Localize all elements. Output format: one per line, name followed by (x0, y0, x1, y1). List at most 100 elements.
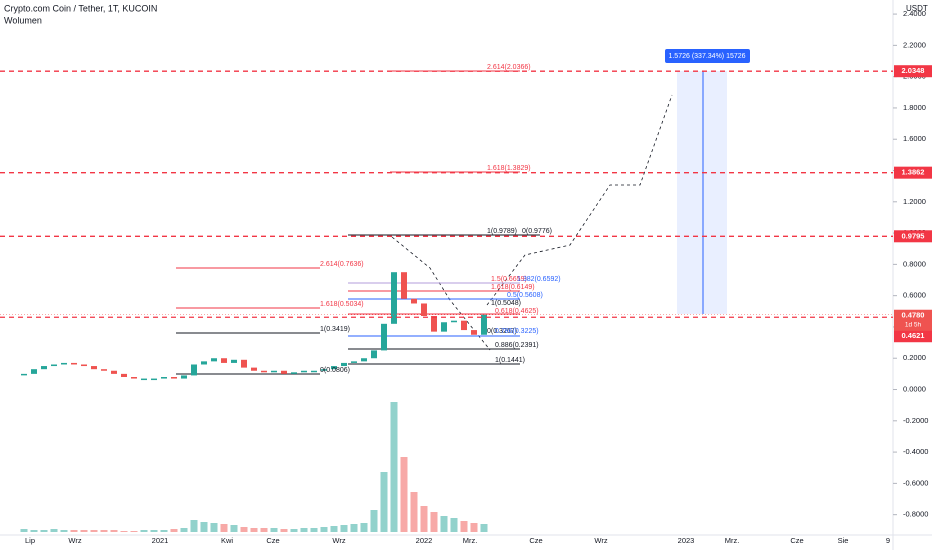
candle (161, 377, 167, 379)
last-price-label: 0.4780 (902, 311, 925, 320)
candle (151, 378, 157, 381)
candle (281, 370, 287, 374)
volume-bar (110, 530, 118, 532)
candle (401, 272, 407, 299)
y-tick-label: 1.2000 (903, 197, 926, 206)
volume-bar (230, 525, 238, 532)
volume-bar (170, 529, 178, 532)
candle (321, 369, 327, 371)
candle (201, 361, 207, 365)
volume-bar (480, 524, 488, 532)
candle (231, 359, 237, 363)
x-tick-label: Kwi (221, 536, 233, 545)
candle (411, 298, 417, 304)
fib-label: 1.618(1.3829) (487, 165, 531, 172)
volume-bar (210, 523, 218, 532)
fib-label: 1(0.9789) (487, 228, 517, 235)
candle (191, 364, 197, 376)
volume-bar (310, 528, 318, 532)
volume-bar (90, 530, 98, 532)
price-label-box (894, 65, 932, 78)
x-tick-label: Cze (790, 536, 803, 545)
price-label-box (894, 166, 932, 179)
volume-bar (130, 531, 138, 532)
y-tick-label: -0.2000 (903, 416, 928, 425)
candle (111, 370, 117, 374)
candle (131, 377, 137, 379)
candle (271, 370, 277, 373)
volume-bar (380, 472, 388, 532)
x-tick-label: 2021 (152, 536, 169, 545)
candle (301, 370, 307, 373)
candle (461, 320, 467, 331)
volume-bar (410, 492, 418, 532)
volume-bar (400, 457, 408, 532)
candle (331, 366, 337, 370)
candle (311, 370, 317, 373)
volume-bar (260, 528, 268, 532)
volume-bar (370, 510, 378, 532)
price-label-box (894, 230, 932, 243)
fib-label: 1(0.1441) (495, 357, 525, 364)
volume-bar (150, 530, 158, 532)
volume-bar (360, 523, 368, 532)
y-tick-label: 1.8000 (903, 103, 926, 112)
x-tick-label: Mrz. (725, 536, 740, 545)
volume-bar (250, 528, 258, 532)
candle (241, 359, 247, 368)
candle (361, 358, 367, 362)
candle (181, 375, 187, 379)
candle (341, 362, 347, 367)
volume-bar (390, 402, 398, 532)
y-tick-label: 0.2000 (903, 353, 926, 362)
candle (51, 364, 57, 367)
candle (61, 362, 67, 365)
candle (21, 373, 27, 376)
candle (171, 377, 177, 379)
projection-path (391, 94, 673, 351)
candle (71, 362, 77, 365)
fib-label: 0(0.9776) (522, 228, 552, 235)
candle (391, 272, 397, 324)
volume-bar (120, 531, 128, 532)
volume-bar (100, 530, 108, 532)
y-tick-label: 2.4000 (903, 9, 926, 18)
x-tick-label: Lip (25, 536, 35, 545)
chart-title: Crypto.com Coin / Tether, 1T, KUCOIN (4, 3, 157, 13)
y-tick-label: 0.6000 (903, 291, 926, 300)
x-tick-label: Cze (529, 536, 542, 545)
volume-label: Wolumen (4, 15, 42, 25)
x-tick-label: 2022 (416, 536, 433, 545)
candle (261, 370, 267, 373)
volume-bar (180, 528, 188, 532)
candle (351, 361, 357, 363)
volume-bar (280, 529, 288, 532)
price-label-box (894, 330, 932, 343)
x-tick-label: Cze (266, 536, 279, 545)
y-tick-label: 0.8000 (903, 259, 926, 268)
fib-label: 1.618(0.5034) (320, 301, 364, 308)
y-tick-label: -0.6000 (903, 478, 928, 487)
candle (421, 303, 427, 316)
fib-label: 1.382(0.6592) (517, 276, 561, 283)
x-tick-label: Sie (838, 536, 849, 545)
fib-lines (176, 70, 540, 375)
fib-label: 0.618(0.4625) (495, 308, 539, 315)
volume-bar (60, 530, 68, 532)
x-tick-label: Wrz (68, 536, 81, 545)
candle (31, 369, 37, 374)
volume-bar (270, 528, 278, 532)
candle (91, 366, 97, 370)
fib-label: 0(0.0806) (320, 367, 350, 374)
volume-bar (430, 512, 438, 532)
volume-bar (140, 530, 148, 532)
candle (441, 322, 447, 332)
y-tick-label: -0.8000 (903, 510, 928, 519)
x-tick-label: 2023 (678, 536, 695, 545)
price-label: 2.0348 (902, 66, 925, 75)
fib-label: 2.614(2.0366) (487, 64, 531, 71)
fib-label: 1.5(0.6659) (491, 276, 527, 283)
last-price-box (894, 309, 932, 331)
fib-label: 0.786(0.3225) (495, 328, 539, 335)
candle (81, 364, 87, 367)
